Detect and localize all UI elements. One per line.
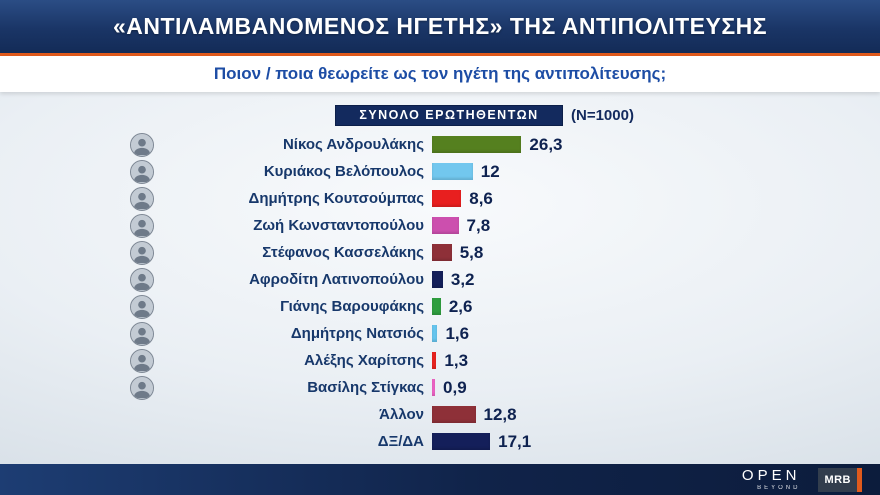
chart-row: Δημήτρης Νατσιός 1,6: [0, 320, 880, 347]
sample-size: (N=1000): [571, 106, 634, 124]
result-value: 1,3: [444, 350, 469, 370]
result-bar: [432, 325, 438, 342]
result-value: 0,9: [443, 377, 467, 397]
candidate-avatar: [130, 294, 154, 319]
candidate-avatar: [130, 240, 154, 265]
chart-header: ΣΥΝΟΛΟ ΕΡΩΤΗΘΕΝΤΩΝ (N=1000): [335, 104, 880, 126]
candidate-name: Δημήτρης Νατσιός: [290, 325, 424, 342]
candidate-name: Νίκος Ανδρουλάκης: [282, 136, 424, 153]
sample-label-box: ΣΥΝΟΛΟ ΕΡΩΤΗΘΕΝΤΩΝ: [335, 104, 563, 126]
chart-row: Αλέξης Χαρίτσης 1,3: [0, 347, 880, 374]
footer-bar: OPEN BEYOND MRB: [0, 464, 880, 495]
mrb-logo-stripe: [857, 467, 862, 492]
chart-row: Δημήτρης Κουτσούμπας 8,6: [0, 185, 880, 212]
result-bar: [432, 244, 452, 261]
question-subtitle: Ποιον / ποια θεωρείτε ως τον ηγέτη της α…: [213, 64, 667, 83]
person-silhouette-icon: [131, 160, 153, 183]
candidate-avatar: [130, 186, 154, 211]
result-value: 2,6: [448, 296, 473, 316]
chart-area: ΣΥΝΟΛΟ ΕΡΩΤΗΘΕΝΤΩΝ (N=1000) Νίκος Ανδρου…: [0, 92, 880, 464]
result-bar: [432, 136, 522, 153]
mrb-logo: MRB: [818, 467, 862, 492]
open-channel-logo: OPEN BEYOND: [742, 468, 801, 491]
result-bar: [432, 298, 441, 315]
candidate-name: Γιάνης Βαρουφάκης: [280, 298, 424, 315]
chart-row: Στέφανος Κασσελάκης 5,8: [0, 239, 880, 266]
candidate-avatar: [130, 321, 154, 346]
title-banner: «ΑΝΤΙΛΑΜΒΑΝΟΜΕΝΟΣ ΗΓΕΤΗΣ» ΤΗΣ ΑΝΤΙΠΟΛΙΤΕ…: [0, 0, 880, 53]
result-bar: [432, 433, 491, 450]
candidate-name: Κυριάκος Βελόπουλος: [263, 163, 424, 180]
result-value: 7,8: [466, 215, 491, 235]
chart-row: Κυριάκος Βελόπουλος 12: [0, 158, 880, 185]
chart-row: Γιάνης Βαρουφάκης 2,6: [0, 293, 880, 320]
mrb-logo-text: MRB: [818, 467, 857, 492]
person-silhouette-icon: [131, 214, 153, 237]
candidate-avatar: [130, 213, 154, 238]
sample-label: ΣΥΝΟΛΟ ΕΡΩΤΗΘΕΝΤΩΝ: [359, 108, 539, 122]
result-bar: [432, 271, 443, 288]
person-silhouette-icon: [131, 349, 153, 372]
candidate-name: Αλέξης Χαρίτσης: [304, 352, 424, 369]
candidate-avatar: [130, 375, 154, 400]
chart-row: Αφροδίτη Λατινοπούλου 3,2: [0, 266, 880, 293]
page-title: «ΑΝΤΙΛΑΜΒΑΝΟΜΕΝΟΣ ΗΓΕΤΗΣ» ΤΗΣ ΑΝΤΙΠΟΛΙΤΕ…: [112, 13, 768, 39]
chart-row: ΔΞ/ΔΑ 17,1: [0, 428, 880, 455]
subtitle-strip: Ποιον / ποια θεωρείτε ως τον ηγέτη της α…: [0, 56, 880, 92]
open-logo-text: OPEN: [741, 467, 801, 484]
person-silhouette-icon: [131, 376, 153, 399]
chart-row: Ζωή Κωνσταντοπούλου 7,8: [0, 212, 880, 239]
result-value: 12: [480, 161, 500, 181]
candidate-name: Ζωή Κωνσταντοπούλου: [253, 217, 424, 234]
chart-row: Βασίλης Στίγκας 0,9: [0, 374, 880, 401]
chart-row: Άλλον 12,8: [0, 401, 880, 428]
result-value: 12,8: [483, 404, 517, 424]
candidate-name: Άλλον: [379, 406, 424, 423]
person-silhouette-icon: [131, 241, 153, 264]
result-bar: [432, 163, 473, 180]
chart-row: Νίκος Ανδρουλάκης 26,3: [0, 131, 880, 158]
candidate-avatar: [130, 132, 154, 157]
result-bar: [432, 379, 436, 396]
candidate-name: Στέφανος Κασσελάκης: [262, 244, 424, 261]
person-silhouette-icon: [131, 295, 153, 318]
result-bar: [432, 406, 476, 423]
candidate-name: ΔΞ/ΔΑ: [377, 433, 424, 450]
result-value: 1,6: [445, 323, 470, 343]
person-silhouette-icon: [131, 187, 153, 210]
chart-rows: Νίκος Ανδρουλάκης 26,3 Κυριάκος Βελόπουλ…: [0, 131, 880, 455]
person-silhouette-icon: [131, 322, 153, 345]
candidate-name: Αφροδίτη Λατινοπούλου: [249, 271, 424, 288]
result-bar: [432, 217, 459, 234]
person-silhouette-icon: [131, 133, 153, 156]
result-value: 17,1: [498, 431, 532, 451]
accent-divider: [0, 53, 880, 56]
result-value: 26,3: [529, 134, 563, 154]
candidate-name: Βασίλης Στίγκας: [307, 379, 424, 396]
result-value: 8,6: [469, 188, 493, 208]
result-bar: [432, 352, 437, 369]
candidate-avatar: [130, 267, 154, 292]
result-value: 3,2: [450, 269, 475, 289]
person-silhouette-icon: [131, 268, 153, 291]
candidate-avatar: [130, 159, 154, 184]
result-value: 5,8: [459, 242, 484, 262]
result-bar: [432, 190, 462, 207]
open-beyond-label: BEYOND: [757, 485, 801, 491]
candidate-name: Δημήτρης Κουτσούμπας: [248, 190, 424, 207]
candidate-avatar: [130, 348, 154, 373]
